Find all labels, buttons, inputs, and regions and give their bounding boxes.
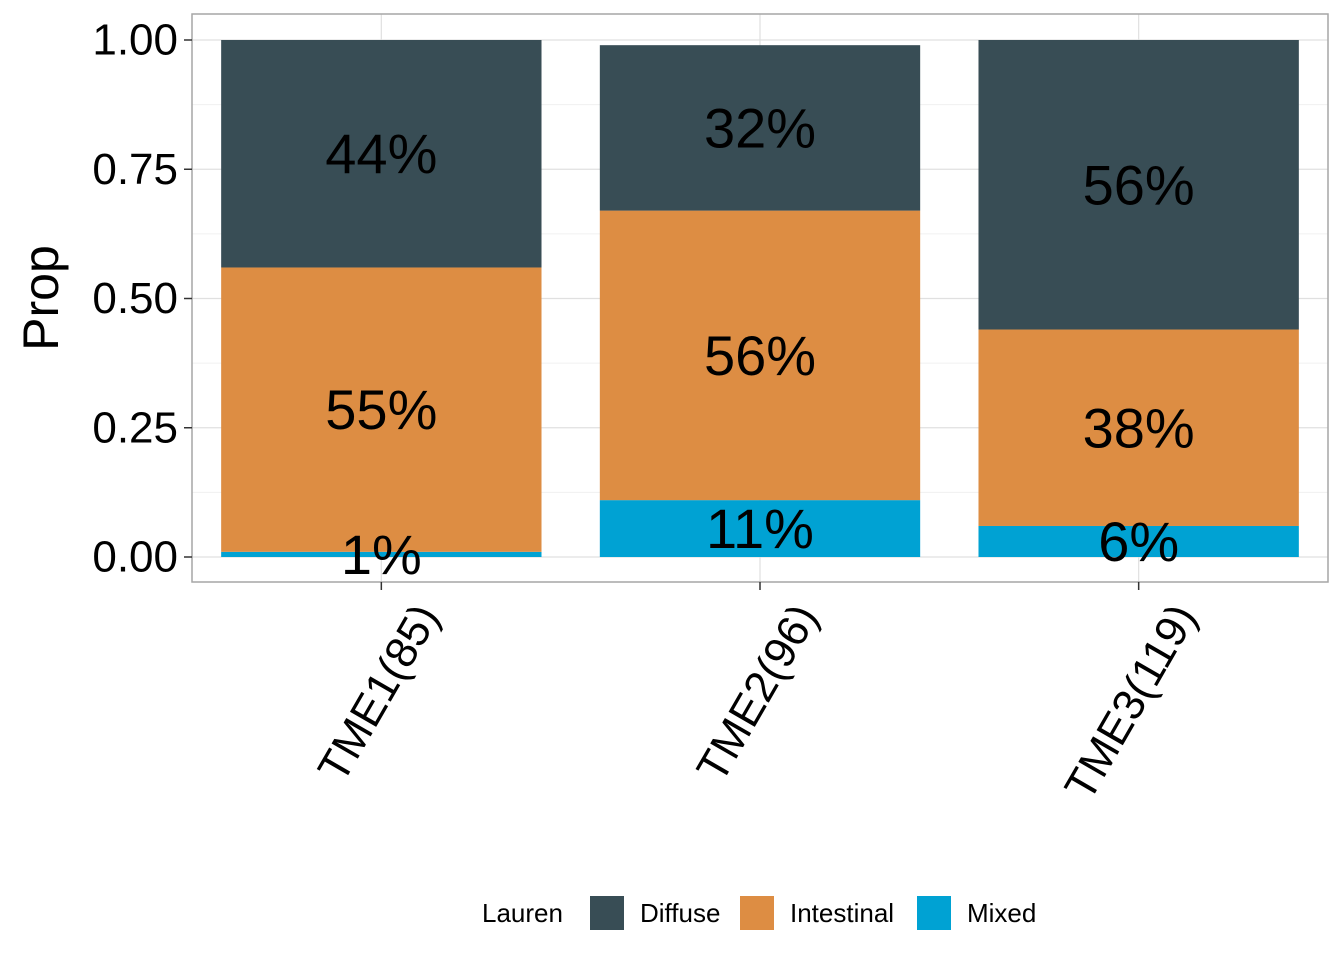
- bar-intestinal: [221, 267, 542, 552]
- y-tick-label: 0.75: [92, 145, 178, 194]
- legend-title: Lauren: [482, 898, 563, 928]
- y-tick-label: 0.25: [92, 403, 178, 452]
- bar-diffuse: [221, 40, 542, 268]
- x-tick-label: TME3(119): [1056, 596, 1207, 808]
- legend: Lauren Diffuse Intestinal Mixed: [482, 896, 1036, 930]
- bar-mixed: [599, 500, 921, 557]
- y-tick-label: 1.00: [92, 16, 178, 65]
- x-tick-label: TME2(96): [687, 596, 827, 790]
- legend-label-mixed: Mixed: [967, 898, 1036, 928]
- legend-key-mixed: [917, 896, 951, 930]
- bar-label-intestinal: 38%: [1083, 396, 1195, 459]
- y-tick-label: 0.50: [92, 274, 178, 323]
- bar-mixed: [221, 551, 542, 557]
- y-axis-title: Prop: [13, 245, 69, 351]
- x-tick-label: TME1(85): [309, 596, 449, 790]
- bars: [221, 40, 1299, 557]
- legend-label-diffuse: Diffuse: [640, 898, 720, 928]
- bar-label-intestinal: 56%: [704, 324, 816, 387]
- bar-diffuse: [599, 45, 921, 211]
- bar-label-diffuse: 32%: [704, 96, 816, 159]
- bar-mixed: [978, 525, 1299, 557]
- legend-key-diffuse: [590, 896, 624, 930]
- bar-intestinal: [599, 210, 921, 501]
- bar-label-mixed: 1%: [341, 523, 422, 586]
- bar-label-mixed: 11%: [706, 497, 814, 560]
- bar-label-diffuse: 56%: [1083, 153, 1195, 216]
- bar-label-diffuse: 44%: [325, 122, 437, 185]
- bar-label-intestinal: 55%: [325, 378, 437, 441]
- bar-labels: 1% 55% 44% 11% 56% 32% 6% 38% 56%: [325, 96, 1194, 586]
- legend-label-intestinal: Intestinal: [790, 898, 894, 928]
- bar-intestinal: [978, 329, 1299, 526]
- legend-key-intestinal: [740, 896, 774, 930]
- bar-diffuse: [978, 40, 1299, 330]
- bar-label-mixed: 6%: [1098, 510, 1179, 573]
- y-tick-label: 0.00: [92, 533, 178, 582]
